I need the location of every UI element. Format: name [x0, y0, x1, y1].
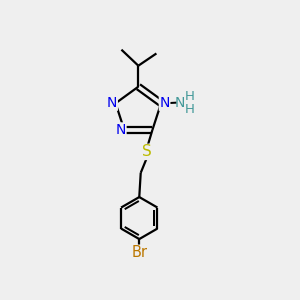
Text: Br: Br — [131, 245, 147, 260]
Text: N: N — [116, 123, 126, 137]
Text: N: N — [175, 96, 185, 110]
Text: S: S — [142, 144, 152, 159]
Text: H: H — [184, 103, 194, 116]
Text: N: N — [159, 96, 170, 110]
Text: N: N — [107, 96, 117, 110]
Text: H: H — [184, 90, 194, 103]
